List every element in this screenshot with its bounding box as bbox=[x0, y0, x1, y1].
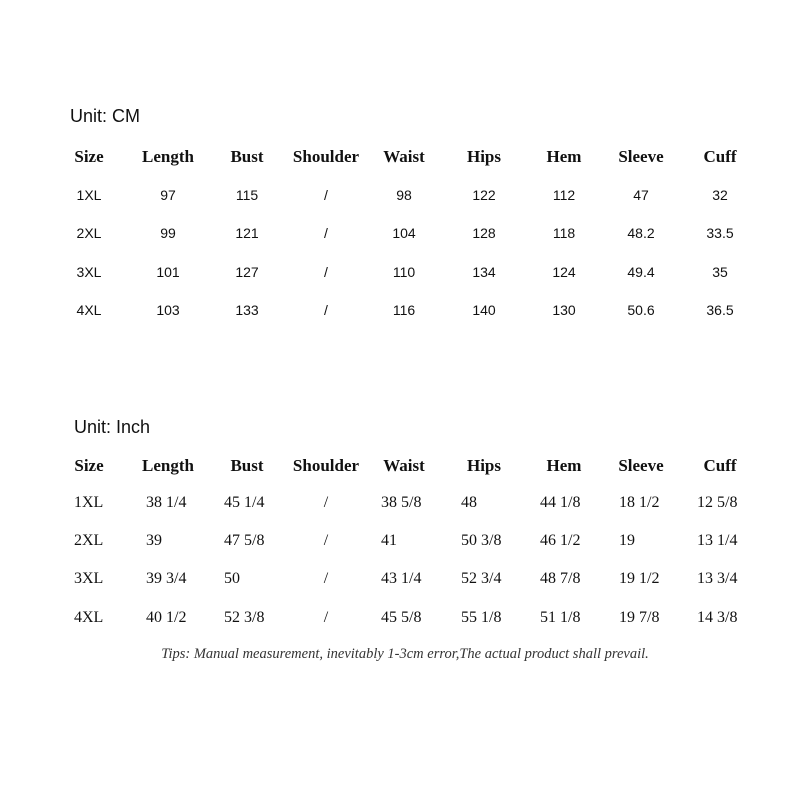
table-cell-hips: 50 3/8 bbox=[461, 532, 502, 549]
table-cell-hips: 140 bbox=[472, 302, 496, 318]
column-header-waist: Waist bbox=[383, 456, 425, 475]
table-cell-waist: 45 5/8 bbox=[381, 609, 422, 626]
column-header-shoulder: Shoulder bbox=[292, 456, 360, 475]
table-cell-bust: 121 bbox=[235, 225, 259, 241]
table-cell-sleeve: 47 bbox=[633, 187, 649, 203]
table-cell-cuff: 36.5 bbox=[706, 302, 734, 318]
table-cell-hem: 46 1/2 bbox=[540, 532, 581, 549]
table-cell-shoulder: / bbox=[324, 225, 328, 241]
table-cell-hips: 48 bbox=[461, 494, 477, 511]
column-header-length: Length bbox=[142, 147, 194, 166]
column-header-hem: Hem bbox=[546, 456, 582, 475]
table-cell-sleeve: 19 7/8 bbox=[619, 609, 660, 626]
table-cell-length: 99 bbox=[160, 225, 176, 241]
table-cell-waist: 104 bbox=[392, 225, 416, 241]
table-cell-bust: 115 bbox=[235, 187, 259, 203]
inch-unit-label: Unit: Inch bbox=[74, 417, 151, 437]
table-cell-waist: 98 bbox=[396, 187, 412, 203]
table-cell-waist: 38 5/8 bbox=[381, 494, 422, 511]
table-cell-length: 39 bbox=[146, 532, 162, 549]
column-header-sleeve: Sleeve bbox=[618, 147, 664, 166]
table-cell-shoulder: / bbox=[323, 494, 329, 511]
table-cell-length: 39 3/4 bbox=[146, 570, 187, 587]
table-cell-bust: 45 1/4 bbox=[224, 494, 265, 511]
table-cell-length: 97 bbox=[160, 187, 176, 203]
column-header-hem: Hem bbox=[546, 147, 582, 166]
column-header-hips: Hips bbox=[466, 456, 502, 475]
table-cell-hem: 130 bbox=[552, 302, 576, 318]
table-cell-shoulder: / bbox=[324, 302, 328, 318]
column-header-hips: Hips bbox=[466, 147, 502, 166]
table-cell-sleeve: 18 1/2 bbox=[619, 494, 660, 511]
column-header-cuff: Cuff bbox=[703, 456, 737, 475]
table-cell-size: 1XL bbox=[74, 494, 104, 511]
table-cell-cuff: 14 3/8 bbox=[697, 609, 738, 626]
table-cell-shoulder: / bbox=[323, 570, 329, 587]
column-header-waist: Waist bbox=[383, 147, 425, 166]
table-cell-length: 103 bbox=[156, 302, 180, 318]
tips-note: Tips: Manual measurement, inevitably 1-3… bbox=[161, 646, 649, 662]
table-cell-waist: 43 1/4 bbox=[381, 570, 422, 587]
table-cell-waist: 41 bbox=[381, 532, 397, 549]
table-cell-cuff: 12 5/8 bbox=[697, 494, 738, 511]
table-cell-hem: 124 bbox=[552, 264, 576, 280]
table-cell-hips: 122 bbox=[472, 187, 496, 203]
table-cell-hem: 112 bbox=[552, 187, 576, 203]
table-cell-sleeve: 50.6 bbox=[627, 302, 655, 318]
table-cell-size: 2XL bbox=[74, 532, 104, 549]
column-header-shoulder: Shoulder bbox=[292, 147, 360, 166]
table-cell-cuff: 32 bbox=[712, 187, 728, 203]
column-header-cuff: Cuff bbox=[703, 147, 737, 166]
table-cell-sleeve: 19 bbox=[619, 532, 635, 549]
table-cell-hips: 128 bbox=[472, 225, 496, 241]
table-cell-bust: 50 bbox=[224, 570, 240, 587]
table-cell-hem: 44 1/8 bbox=[540, 494, 581, 511]
table-cell-bust: 52 3/8 bbox=[224, 609, 265, 626]
table-cell-size: 2XL bbox=[76, 225, 102, 241]
table-cell-bust: 127 bbox=[235, 264, 259, 280]
table-cell-cuff: 35 bbox=[712, 264, 728, 280]
table-cell-hem: 118 bbox=[552, 225, 576, 241]
table-cell-cuff: 13 3/4 bbox=[697, 570, 738, 587]
table-cell-shoulder: / bbox=[323, 609, 329, 626]
table-cell-length: 40 1/2 bbox=[146, 609, 187, 626]
table-cell-size: 3XL bbox=[76, 264, 102, 280]
table-cell-shoulder: / bbox=[324, 187, 328, 203]
column-header-size: Size bbox=[74, 147, 104, 166]
column-header-bust: Bust bbox=[230, 147, 264, 166]
table-cell-size: 1XL bbox=[76, 187, 102, 203]
table-cell-cuff: 33.5 bbox=[706, 225, 734, 241]
table-cell-length: 38 1/4 bbox=[146, 494, 187, 511]
table-cell-cuff: 13 1/4 bbox=[697, 532, 738, 549]
column-header-size: Size bbox=[74, 456, 104, 475]
table-cell-sleeve: 48.2 bbox=[627, 225, 655, 241]
column-header-bust: Bust bbox=[230, 456, 264, 475]
table-cell-sleeve: 19 1/2 bbox=[619, 570, 660, 587]
table-cell-hips: 55 1/8 bbox=[461, 609, 502, 626]
table-cell-size: 4XL bbox=[76, 302, 102, 318]
table-cell-hem: 48 7/8 bbox=[540, 570, 581, 587]
table-cell-size: 3XL bbox=[74, 570, 104, 587]
table-cell-size: 4XL bbox=[74, 609, 104, 626]
table-cell-bust: 47 5/8 bbox=[224, 532, 265, 549]
table-cell-shoulder: / bbox=[324, 264, 328, 280]
column-header-sleeve: Sleeve bbox=[618, 456, 664, 475]
column-header-length: Length bbox=[142, 456, 194, 475]
table-cell-shoulder: / bbox=[323, 532, 329, 549]
table-cell-hem: 51 1/8 bbox=[540, 609, 581, 626]
table-cell-sleeve: 49.4 bbox=[627, 264, 655, 280]
table-cell-length: 101 bbox=[156, 264, 180, 280]
table-cell-waist: 116 bbox=[392, 302, 416, 318]
table-cell-hips: 134 bbox=[472, 264, 496, 280]
table-cell-hips: 52 3/4 bbox=[461, 570, 502, 587]
table-cell-bust: 133 bbox=[235, 302, 259, 318]
cm-unit-label: Unit: CM bbox=[70, 106, 141, 126]
table-cell-waist: 110 bbox=[392, 264, 416, 280]
